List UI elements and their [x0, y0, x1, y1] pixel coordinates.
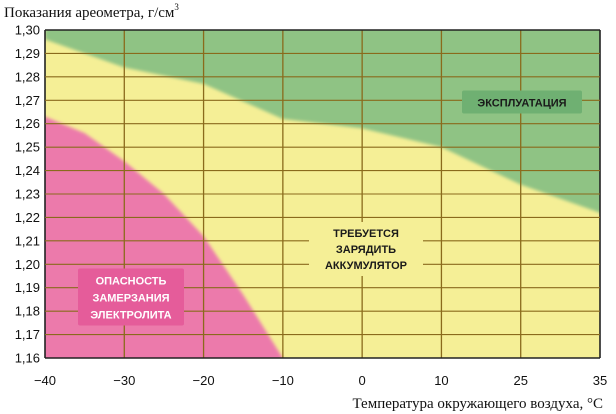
y-tick-label: 1,28 [15, 69, 40, 84]
x-tick-label: 0 [359, 373, 366, 388]
y-tick-label: 1,22 [15, 210, 40, 225]
zone-label-charge-required-line: ЗАРЯДИТЬ [336, 244, 396, 256]
y-tick-labels: 1,30 1,29 1,28 1,27 1,26 1,25 1,24 1,23 1,22 1,21… [15, 23, 40, 366]
y-tick-label: 1,21 [15, 233, 40, 248]
zone-label-freezing-danger-line: ЗАМЕРЗАНИЯ [92, 293, 169, 305]
x-tick-label: 35 [593, 373, 607, 388]
y-tick-label: 1,23 [15, 187, 40, 202]
zone-label-charge-required-line: ТРЕБУЕТСЯ [333, 228, 399, 240]
zone-labels: ЭКСПЛУАТАЦИЯ ТРЕБУЕТСЯ ЗАРЯДИТЬ АККУМУЛЯТОР… [78, 90, 582, 326]
zone-label-freezing-danger-line: ЭЛЕКТРОЛИТА [90, 310, 171, 322]
y-tick-label: 1,27 [15, 93, 40, 108]
y-tick-label: 1,26 [15, 116, 40, 131]
x-tick-label: 10 [434, 373, 448, 388]
zone-label-freezing-danger-line: ОПАСНОСТЬ [96, 276, 167, 288]
zone-label-freezing-danger-background [78, 268, 184, 326]
x-tick-label: −10 [272, 373, 294, 388]
y-tick-label: 1,20 [15, 257, 40, 272]
x-tick-label: −30 [113, 373, 135, 388]
zone-label-operation: ЭКСПЛУАТАЦИЯ [462, 90, 582, 114]
y-tick-label: 1,18 [15, 304, 40, 319]
y-axis-title-text: Показания ареометра, г/см [4, 5, 175, 21]
zone-label-freezing-danger: ОПАСНОСТЬ ЗАМЕРЗАНИЯ ЭЛЕКТРОЛИТА [78, 268, 184, 326]
zone-label-operation-background [462, 90, 582, 114]
y-tick-label: 1,30 [15, 23, 40, 38]
x-tick-label: 25 [513, 373, 527, 388]
zone-label-operation-line: ЭКСПЛУАТАЦИЯ [477, 98, 566, 110]
y-tick-label: 1,19 [15, 280, 40, 295]
y-tick-label: 1,29 [15, 46, 40, 61]
y-axis-title: Показания ареометра, г/см3 [4, 2, 179, 21]
zone-label-charge-required: ТРЕБУЕТСЯ ЗАРЯДИТЬ АККУМУЛЯТОР [309, 222, 423, 276]
x-tick-label: −20 [193, 373, 215, 388]
y-tick-label: 1,25 [15, 140, 40, 155]
x-tick-labels: −40 −30 −20 −10 0 10 25 35 [34, 373, 607, 388]
zone-label-charge-required-line: АККУМУЛЯТОР [325, 260, 407, 272]
x-axis-title: Температура окружающего воздуха, °C [352, 396, 603, 412]
y-tick-label: 1,16 [15, 351, 40, 366]
y-tick-label: 1,17 [15, 327, 40, 342]
x-tick-label: −40 [34, 373, 56, 388]
zone-operation [45, 30, 600, 213]
y-axis-title-superscript: 3 [174, 2, 179, 12]
y-tick-label: 1,24 [15, 163, 40, 178]
zone-label-charge-required-background [309, 222, 423, 276]
